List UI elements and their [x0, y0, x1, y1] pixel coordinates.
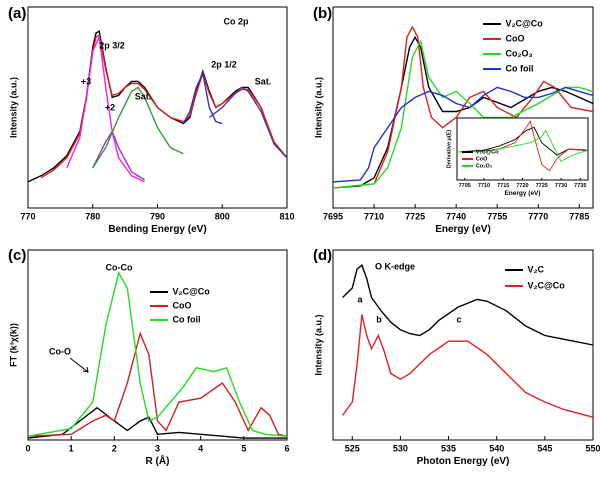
legend-label: Co foil: [506, 63, 534, 73]
legend-label: V₂C@Co: [528, 280, 566, 290]
data-line: [332, 39, 594, 189]
annotation: Co-Co: [106, 262, 133, 272]
x-tick-label: 7715: [497, 183, 509, 189]
data-line: [332, 86, 594, 183]
data-line: [456, 129, 589, 163]
x-tick-label: 1: [69, 443, 74, 453]
x-tick-label: 7725: [536, 183, 548, 189]
legend-label: CoO: [476, 156, 488, 162]
data-line: [27, 406, 287, 439]
data-line: [208, 86, 288, 159]
data-line: [182, 71, 223, 125]
x-axis-label: R (Å): [146, 454, 170, 467]
legend-label: V₂C@Co: [506, 18, 544, 28]
legend-label: V₂C@Co: [476, 149, 499, 155]
y-axis-label: Derivative μ(E): [446, 130, 452, 169]
data-line: [332, 35, 594, 189]
data-line: [92, 130, 145, 181]
x-tick-label: 6: [284, 443, 289, 453]
panel-label: (b): [313, 5, 332, 22]
x-tick-label: 540: [489, 443, 504, 453]
x-tick-label: 7755: [487, 211, 507, 221]
x-tick-label: 0: [25, 443, 30, 453]
data-line: [40, 33, 288, 179]
annotation: O K-edge: [375, 261, 415, 271]
x-tick-label: 535: [441, 443, 456, 453]
data-line: [92, 86, 184, 169]
panel-label: (d): [313, 247, 332, 264]
legend-label: V₂C@Co: [173, 286, 211, 296]
x-axis-label: Bending Energy (eV): [108, 224, 206, 235]
annotation: c: [456, 314, 461, 324]
data-line: [27, 331, 288, 437]
x-tick-label: 7785: [569, 211, 589, 221]
data-line: [342, 314, 594, 418]
x-tick-label: 7735: [574, 183, 586, 189]
x-tick-label: 800: [215, 211, 230, 221]
annotation: Co 2p: [223, 16, 249, 26]
x-tick-label: 7725: [405, 211, 425, 221]
y-axis-label: Intensity (a.u.): [8, 77, 18, 138]
x-tick-label: 7720: [516, 183, 528, 189]
legend-label: V₂C: [528, 264, 545, 274]
y-axis-label: Intensity (a.u.): [313, 77, 323, 138]
x-tick-label: 525: [345, 443, 360, 453]
annotation: Sat.: [135, 91, 152, 101]
x-tick-label: 4: [198, 443, 203, 453]
x-axis-label: Energy (eV): [435, 224, 491, 235]
annotation: 2p 3/2: [99, 40, 125, 50]
x-tick-label: 7740: [446, 211, 466, 221]
panel-label: (a): [8, 5, 26, 22]
x-tick-label: 7710: [478, 183, 490, 189]
x-tick-label: 770: [20, 211, 35, 221]
annotation: 2p 1/2: [211, 59, 237, 69]
legend-label: CoO: [173, 300, 192, 310]
annotation: +2: [105, 102, 115, 112]
x-tick-label: 7710: [364, 211, 384, 221]
x-tick-label: 780: [85, 211, 100, 221]
data-line: [342, 264, 594, 346]
data-line: [456, 126, 589, 156]
annotation: a: [357, 294, 363, 304]
annotation: b: [376, 314, 382, 324]
x-tick-label: 7705: [459, 183, 471, 189]
x-tick-label: 530: [393, 443, 408, 453]
x-tick-label: 790: [150, 211, 165, 221]
x-tick-label: 7695: [323, 211, 343, 221]
x-tick-label: 2: [112, 443, 117, 453]
x-tick-label: 5: [241, 443, 246, 453]
legend-label: Co foil: [173, 314, 201, 324]
legend-label: Co₂O₃: [506, 48, 533, 58]
x-tick-label: 7770: [528, 211, 548, 221]
data-line: [66, 34, 145, 183]
x-tick-label: 7730: [555, 183, 567, 189]
y-axis-label: Intensity (a.u.): [313, 314, 323, 375]
plot-frame: [332, 249, 594, 441]
annotation: +3: [81, 76, 91, 86]
x-tick-label: 550: [585, 443, 600, 453]
x-tick-label: 545: [537, 443, 552, 453]
y-axis-label: FT (k³χ(k)): [8, 323, 18, 367]
legend-label: Co₂O₃: [476, 163, 493, 169]
inset-bg: [457, 118, 588, 180]
x-axis-label: Photon Energy (eV): [417, 456, 510, 467]
x-axis-label: Energy (eV): [504, 190, 540, 197]
x-tick-label: 3: [155, 443, 160, 453]
data-line: [27, 270, 288, 437]
x-tick-label: 810: [279, 211, 294, 221]
annotation-arrow: [69, 357, 89, 373]
data-line: [332, 25, 594, 189]
plot-frame: [27, 249, 288, 441]
panel-label: (c): [8, 247, 26, 264]
annotation: Sat.: [255, 76, 272, 86]
legend-label: CoO: [506, 33, 525, 43]
plot-frame: [332, 6, 594, 209]
annotation: Co-O: [49, 346, 71, 356]
